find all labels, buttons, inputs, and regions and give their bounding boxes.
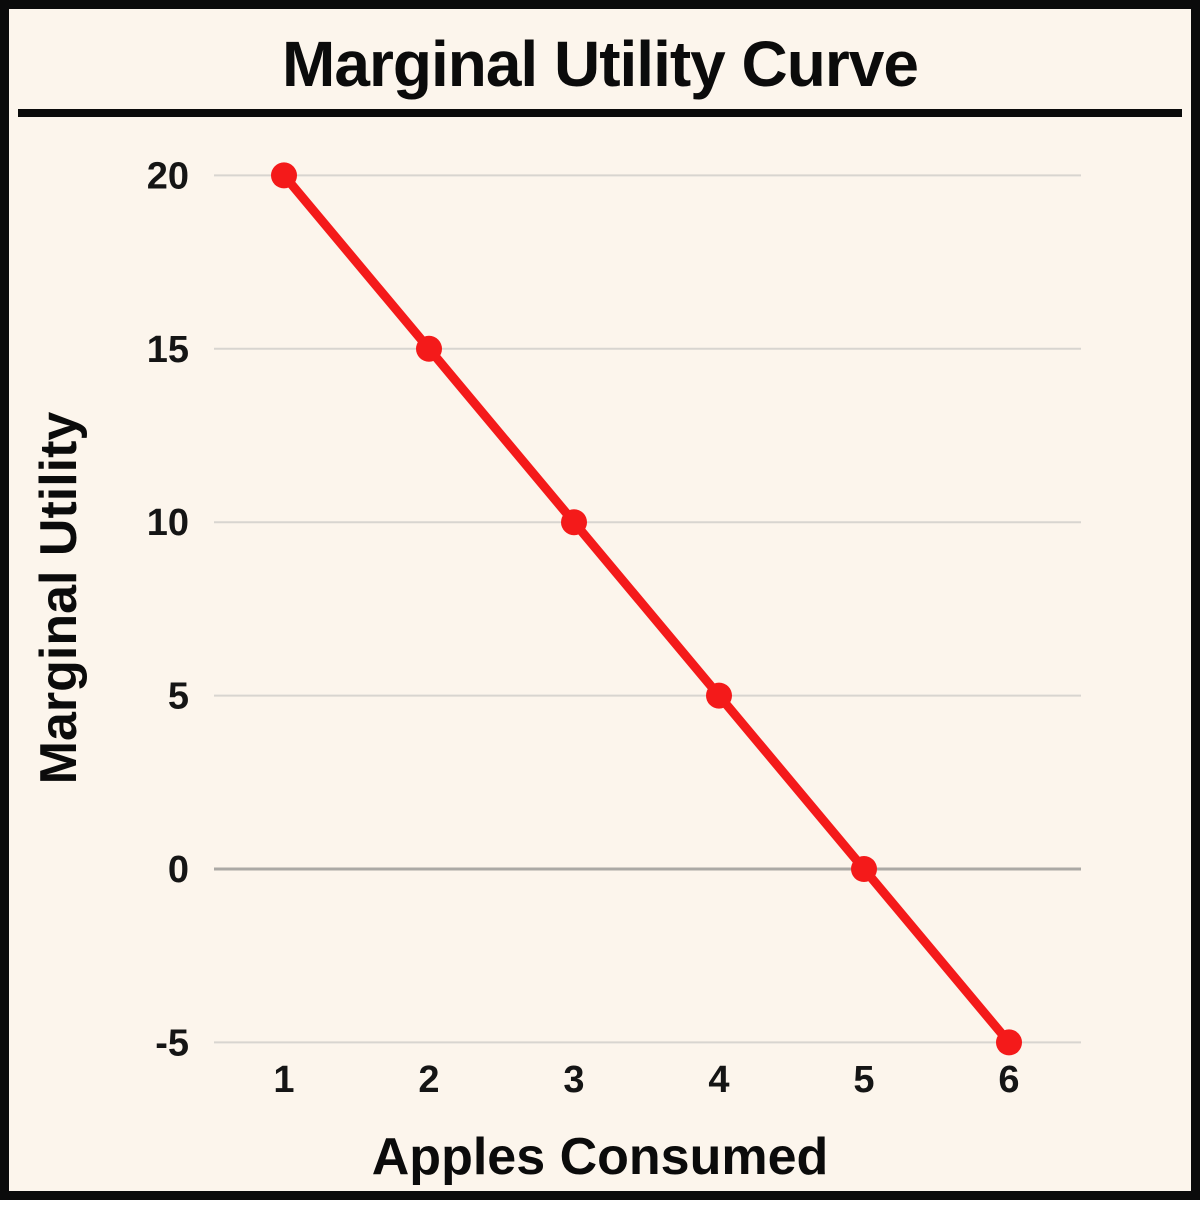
x-axis-label: Apples Consumed xyxy=(371,1128,829,1186)
y-axis-label: Marginal Utility xyxy=(30,411,88,785)
data-point xyxy=(561,509,587,536)
data-point xyxy=(706,682,732,709)
x-tick-label: 2 xyxy=(418,1059,439,1101)
y-tick-label: 5 xyxy=(168,676,189,718)
data-point xyxy=(416,335,442,362)
chart-title: Marginal Utility Curve xyxy=(282,27,919,100)
y-tick-label: 0 xyxy=(168,849,189,891)
x-tick-label: 3 xyxy=(563,1059,584,1101)
y-tick-label: 20 xyxy=(147,155,189,197)
y-tick-label: 15 xyxy=(147,329,189,371)
x-tick-label: 1 xyxy=(273,1059,294,1101)
y-tick-label: 10 xyxy=(147,502,189,544)
plot-area: 20 15 10 5 0 -5 1 2 3 4 5 6 xyxy=(147,155,1081,1101)
x-tick-label: 4 xyxy=(708,1059,729,1101)
utility-line xyxy=(279,170,1014,1047)
title-band: Marginal Utility Curve xyxy=(18,18,1182,117)
x-tick-label: 5 xyxy=(853,1059,874,1101)
data-point xyxy=(271,162,297,189)
x-tick-label: 6 xyxy=(998,1059,1019,1101)
data-point xyxy=(996,1029,1022,1056)
data-point xyxy=(851,856,877,882)
y-tick-label: -5 xyxy=(155,1022,189,1064)
